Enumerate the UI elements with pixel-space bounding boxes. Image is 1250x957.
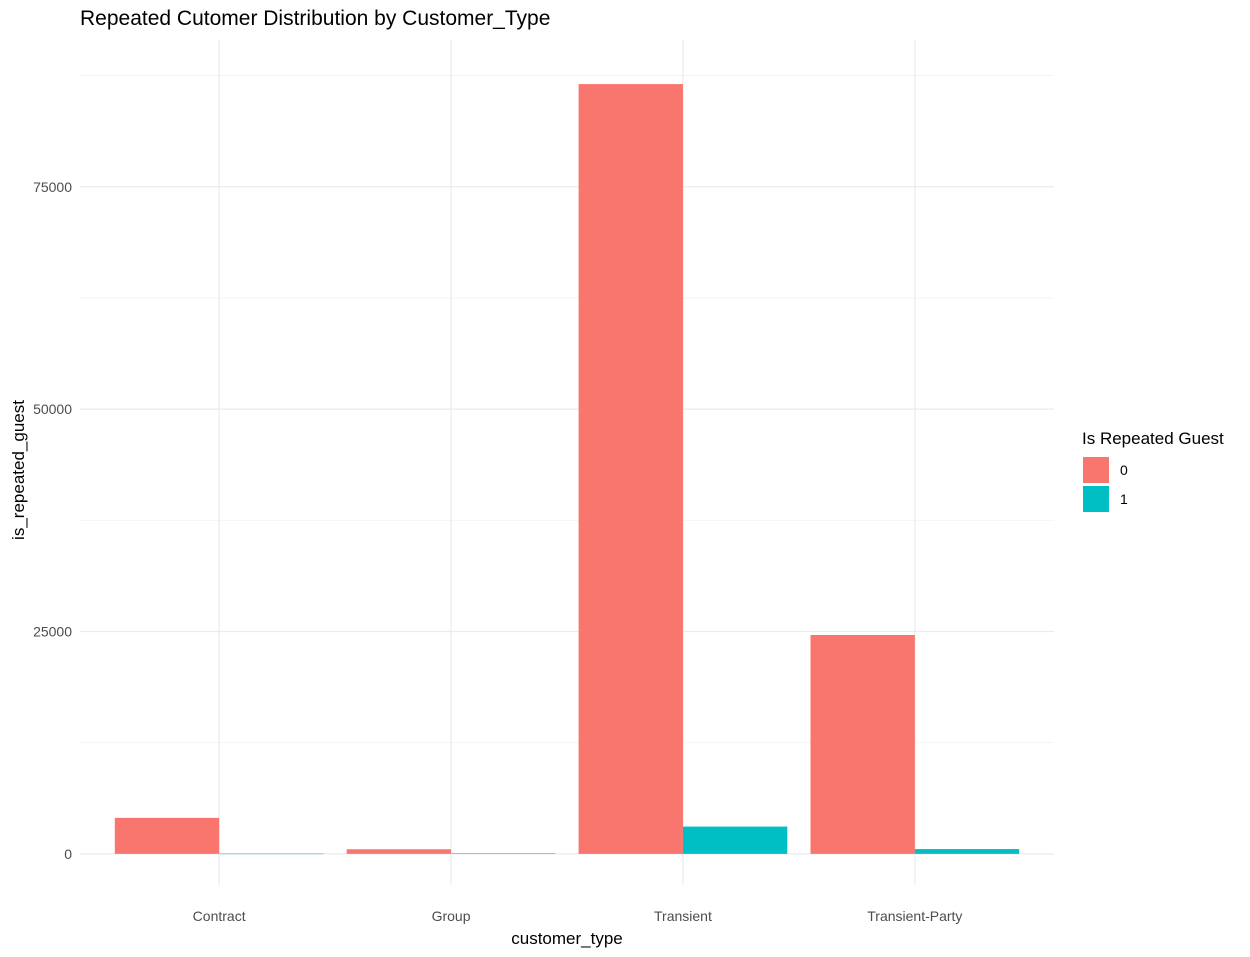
bar-transient-party-series-1	[914, 849, 1020, 854]
bar-contract-series-0	[114, 817, 220, 854]
legend-swatch-1	[1083, 486, 1109, 512]
y-axis-title: is_repeated_guest	[9, 400, 28, 540]
bar-transient-series-1	[682, 826, 788, 854]
grid-layer	[80, 40, 1054, 885]
chart-title: Repeated Cutomer Distribution by Custome…	[80, 7, 550, 30]
legend-items: 01	[1083, 457, 1128, 512]
bar-transient-series-0	[578, 84, 683, 854]
x-tick-label: Group	[432, 908, 471, 924]
y-tick-label: 25000	[33, 624, 72, 640]
x-axis-title: customer_type	[511, 929, 623, 948]
legend-label-0: 0	[1120, 462, 1128, 478]
legend: Is Repeated Guest 01	[1082, 429, 1224, 512]
x-tick-label: Transient	[654, 908, 712, 924]
legend-title: Is Repeated Guest	[1082, 429, 1224, 448]
bar-layer	[114, 84, 1020, 855]
bar-transient-party-series-0	[810, 634, 915, 854]
legend-swatch-0	[1083, 457, 1109, 483]
legend-label-1: 1	[1120, 491, 1128, 507]
bar-group-series-1	[451, 853, 556, 854]
y-tick-label: 50000	[33, 401, 72, 417]
x-tick-label: Contract	[193, 908, 246, 924]
y-tick-layer: 0 25000 50000 75000	[33, 179, 72, 862]
x-tick-layer: Contract Group Transient Transient-Party	[193, 908, 963, 924]
bar-contract-series-1	[219, 853, 324, 855]
y-tick-label: 75000	[33, 179, 72, 195]
x-tick-label: Transient-Party	[867, 908, 962, 924]
bar-group-series-0	[346, 849, 452, 854]
y-tick-label: 0	[64, 846, 72, 862]
